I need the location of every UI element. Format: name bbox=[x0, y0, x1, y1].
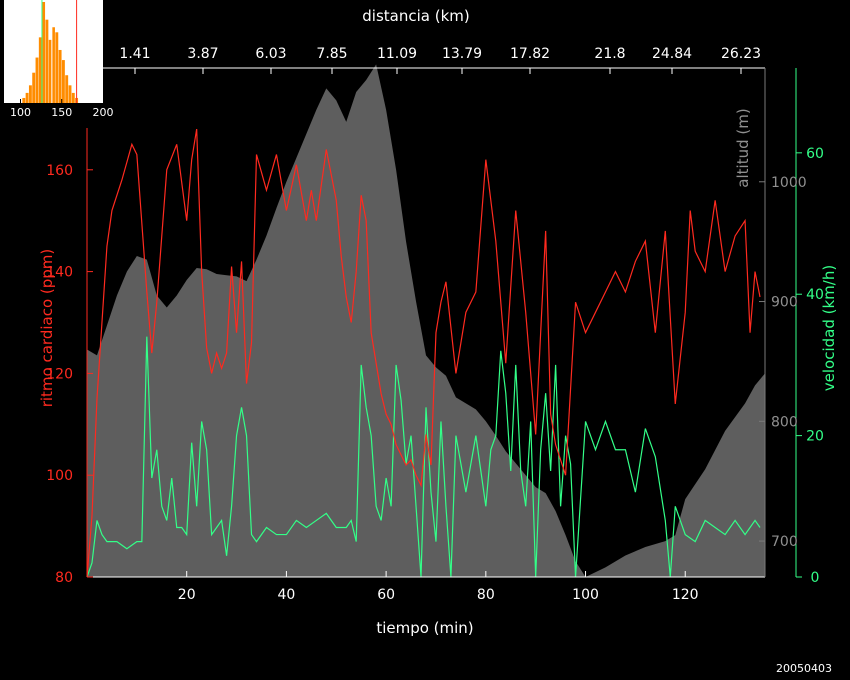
x2-tick-label: 13.79 bbox=[442, 46, 482, 62]
axes: 20 40 60 80 100 120 1.41 3.87 6.03 7.85 11.09 13.79… bbox=[46, 46, 824, 603]
x2-tick-label: 7.85 bbox=[316, 46, 347, 62]
x2-tick-label: 6.03 bbox=[255, 46, 286, 62]
histogram-bar bbox=[35, 57, 39, 103]
histogram-bar bbox=[68, 85, 72, 103]
histogram-x-ticks: 100 150 200 bbox=[10, 99, 114, 119]
y-speed-tick-label: 60 bbox=[806, 146, 824, 162]
y-left-axis-title: ritmo cardiaco (ppm) bbox=[38, 249, 56, 408]
y-speed-tick-label: 40 bbox=[806, 287, 824, 303]
x2-axis-title: distancia (km) bbox=[362, 7, 469, 25]
speed-line bbox=[86, 336, 761, 578]
x2-tick-label: 24.84 bbox=[652, 46, 692, 62]
histogram-bar bbox=[45, 19, 49, 103]
histogram-bar bbox=[71, 92, 75, 103]
heart-rate-histogram: 100 150 200 bbox=[4, 0, 114, 119]
histogram-bar bbox=[48, 39, 52, 103]
altitude-area-layer bbox=[87, 64, 765, 578]
y-left-tick-label: 160 bbox=[46, 163, 73, 179]
x2-tick-label: 17.82 bbox=[510, 46, 550, 62]
altitude-area bbox=[87, 64, 765, 578]
x-tick-label: 100 bbox=[572, 587, 599, 603]
y-altitude-tick-label: 1000 bbox=[771, 175, 807, 191]
histogram-bar bbox=[42, 2, 46, 103]
x2-tick-label: 1.41 bbox=[119, 46, 150, 62]
y-altitude-axis-title: altitud (m) bbox=[734, 108, 752, 187]
x-tick-label: 20 bbox=[178, 587, 196, 603]
x-tick-label: 60 bbox=[377, 587, 395, 603]
histogram-bar bbox=[58, 49, 62, 103]
speed-line-layer bbox=[86, 336, 761, 578]
heart-rate-line bbox=[86, 128, 761, 578]
y-left-tick-label: 100 bbox=[46, 468, 73, 484]
histogram-bar bbox=[65, 75, 69, 103]
heart-rate-line-layer bbox=[86, 128, 761, 578]
y-altitude-tick-label: 900 bbox=[771, 295, 798, 311]
y-altitude-tick-label: 700 bbox=[771, 534, 798, 550]
y-left-tick-label: 120 bbox=[46, 366, 73, 382]
histogram-bars bbox=[22, 2, 79, 103]
y-speed-axis-title: velocidad (km/h) bbox=[820, 265, 838, 391]
x2-tick-label: 26.23 bbox=[721, 46, 761, 62]
y-altitude-tick-label: 800 bbox=[771, 414, 798, 430]
histogram-bar bbox=[61, 60, 65, 103]
x-axis-title: tiempo (min) bbox=[376, 619, 473, 637]
histogram-bar bbox=[55, 32, 59, 103]
histogram-x-tick-label: 100 bbox=[10, 106, 31, 119]
y-left-tick-label: 140 bbox=[46, 265, 73, 281]
footer-date: 20050403 bbox=[776, 662, 832, 675]
x-tick-label: 40 bbox=[277, 587, 295, 603]
x2-tick-label: 11.09 bbox=[377, 46, 417, 62]
histogram-bar bbox=[25, 92, 29, 103]
x2-tick-label: 21.8 bbox=[594, 46, 625, 62]
x-tick-label: 120 bbox=[672, 587, 699, 603]
y-left-tick-label: 80 bbox=[55, 570, 73, 586]
histogram-x-tick-label: 150 bbox=[51, 106, 72, 119]
histogram-bar bbox=[38, 37, 42, 103]
x2-tick-label: 3.87 bbox=[187, 46, 218, 62]
x-tick-label: 80 bbox=[477, 587, 495, 603]
y-speed-tick-label: 0 bbox=[811, 570, 820, 586]
histogram-bar bbox=[52, 27, 55, 103]
histogram-markers bbox=[41, 0, 78, 103]
histogram-bar bbox=[32, 72, 36, 103]
histogram-bar bbox=[28, 85, 32, 103]
histogram-bar bbox=[22, 97, 26, 103]
histogram-x-tick-label: 200 bbox=[93, 106, 114, 119]
y-speed-tick-label: 20 bbox=[806, 429, 824, 445]
